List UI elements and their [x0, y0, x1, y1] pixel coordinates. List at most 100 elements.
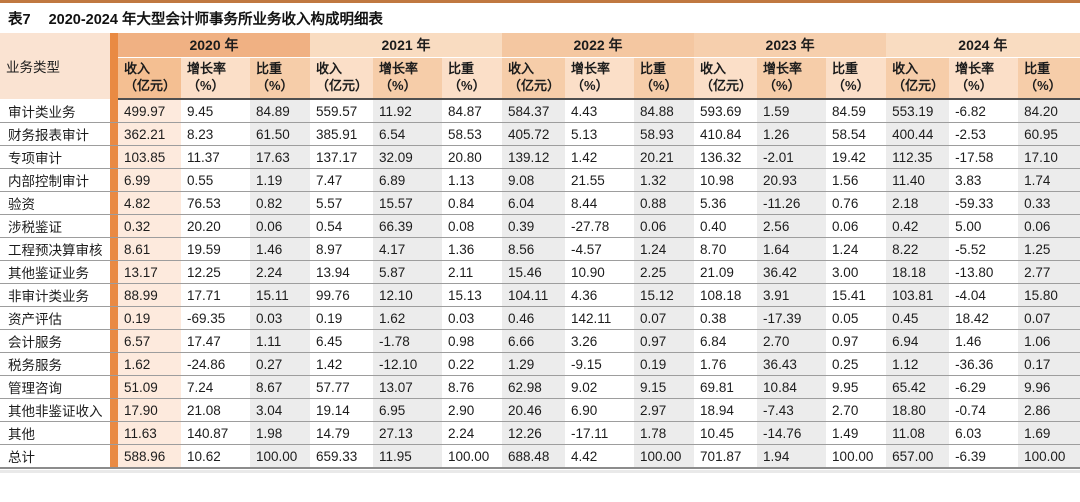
- value-cell: 17.90: [118, 398, 181, 422]
- subheader-share-2020: 比重 （%）: [250, 57, 311, 100]
- value-cell: 362.21: [118, 122, 181, 146]
- value-cell: 1.25: [1018, 237, 1080, 261]
- subheader-growth-rate-2023: 增长率 （%）: [757, 57, 827, 100]
- value-cell: 69.81: [694, 375, 758, 399]
- value-cell: 0.19: [310, 306, 374, 330]
- orange-divider-bar: [110, 398, 118, 422]
- value-cell: 0.06: [826, 214, 887, 238]
- value-cell: 2.56: [757, 214, 827, 238]
- value-cell: 2.11: [442, 260, 503, 284]
- value-cell: 61.50: [250, 122, 311, 146]
- orange-divider-bar: [110, 306, 118, 330]
- value-cell: 57.77: [310, 375, 374, 399]
- value-cell: 0.19: [118, 306, 181, 330]
- year-header-2024: 2024 年: [886, 33, 1080, 58]
- value-cell: 9.95: [826, 375, 887, 399]
- value-cell: 1.49: [826, 421, 887, 445]
- value-cell: 11.95: [373, 444, 443, 468]
- value-cell: 76.53: [181, 191, 250, 215]
- subheader-share-2023: 比重 （%）: [826, 57, 887, 100]
- subheader-share-2024: 比重 （%）: [1018, 57, 1080, 100]
- value-cell: 6.04: [502, 191, 566, 215]
- value-cell: 6.03: [949, 421, 1019, 445]
- value-cell: 4.82: [118, 191, 181, 215]
- subheader-share-2021: 比重 （%）: [442, 57, 503, 100]
- subheader-revenue-2024: 收入 （亿元）: [886, 57, 950, 100]
- value-cell: 100.00: [250, 444, 311, 468]
- value-cell: 593.69: [694, 99, 758, 123]
- value-cell: 100.00: [826, 444, 887, 468]
- value-cell: -7.43: [757, 398, 827, 422]
- value-cell: 559.57: [310, 99, 374, 123]
- table-row: 管理咨询 51.09 7.24 8.67 57.77 13.07 8.76 62.98 9.02…: [0, 375, 1080, 399]
- year-header-2022: 2022 年: [502, 33, 695, 58]
- value-cell: 6.45: [310, 329, 374, 353]
- value-cell: 4.17: [373, 237, 443, 261]
- value-cell: 0.07: [634, 306, 695, 330]
- value-cell: 17.71: [181, 283, 250, 307]
- year-header-2020: 2020 年: [118, 33, 311, 58]
- value-cell: 5.00: [949, 214, 1019, 238]
- value-cell: 20.21: [634, 145, 695, 169]
- year-header-row: 业务类型 2020 年 2021 年 2022 年 2023 年 2024 年: [0, 33, 1080, 99]
- value-cell: 6.84: [694, 329, 758, 353]
- value-cell: 9.15: [634, 375, 695, 399]
- value-cell: 112.35: [886, 145, 950, 169]
- value-cell: 62.98: [502, 375, 566, 399]
- table-bottom-shadow: [0, 470, 1080, 473]
- value-cell: 2.86: [1018, 398, 1080, 422]
- value-cell: -6.82: [949, 99, 1019, 123]
- table-number: 表7: [8, 12, 31, 28]
- value-cell: 3.04: [250, 398, 311, 422]
- value-cell: 1.46: [949, 329, 1019, 353]
- value-cell: 8.22: [886, 237, 950, 261]
- value-cell: 51.09: [118, 375, 181, 399]
- table-row: 工程预决算审核 8.61 19.59 1.46 8.97 4.17 1.36 8.56 -4.5…: [0, 237, 1080, 261]
- value-cell: 410.84: [694, 122, 758, 146]
- value-cell: 553.19: [886, 99, 950, 123]
- value-cell: 3.00: [826, 260, 887, 284]
- value-cell: -6.29: [949, 375, 1019, 399]
- value-cell: 17.10: [1018, 145, 1080, 169]
- value-cell: 1.76: [694, 352, 758, 376]
- value-cell: 18.80: [886, 398, 950, 422]
- value-cell: 1.36: [442, 237, 503, 261]
- value-cell: 405.72: [502, 122, 566, 146]
- value-cell: 1.56: [826, 168, 887, 192]
- value-cell: 4.36: [565, 283, 635, 307]
- value-cell: 104.11: [502, 283, 566, 307]
- value-cell: 13.94: [310, 260, 374, 284]
- value-cell: 6.66: [502, 329, 566, 353]
- value-cell: 0.84: [442, 191, 503, 215]
- value-cell: 15.46: [502, 260, 566, 284]
- value-cell: 3.83: [949, 168, 1019, 192]
- value-cell: 13.17: [118, 260, 181, 284]
- value-cell: -6.39: [949, 444, 1019, 468]
- table-row: 验资 4.82 76.53 0.82 5.57 15.57 0.84 6.04 8.44 0.88…: [0, 191, 1080, 215]
- row-label: 验资: [0, 191, 110, 215]
- value-cell: 20.80: [442, 145, 503, 169]
- value-cell: -11.26: [757, 191, 827, 215]
- value-cell: 100.00: [1018, 444, 1080, 468]
- value-cell: 66.39: [373, 214, 443, 238]
- row-label: 总计: [0, 444, 110, 468]
- value-cell: 1.74: [1018, 168, 1080, 192]
- value-cell: -0.74: [949, 398, 1019, 422]
- value-cell: 11.92: [373, 99, 443, 123]
- value-cell: 0.06: [634, 214, 695, 238]
- value-cell: 0.76: [826, 191, 887, 215]
- subheader-revenue-2022: 收入 （亿元）: [502, 57, 566, 100]
- orange-divider-bar: [110, 375, 118, 399]
- value-cell: 1.98: [250, 421, 311, 445]
- page-title: 2020-2024 年大型会计师事务所业务收入构成明细表: [48, 12, 383, 28]
- table-row: 会计服务 6.57 17.47 1.11 6.45 -1.78 0.98 6.66 3.26 0.…: [0, 329, 1080, 353]
- value-cell: 2.90: [442, 398, 503, 422]
- row-label: 税务服务: [0, 352, 110, 376]
- value-cell: 21.08: [181, 398, 250, 422]
- row-label: 资产评估: [0, 306, 110, 330]
- value-cell: 0.40: [694, 214, 758, 238]
- value-cell: 1.24: [826, 237, 887, 261]
- value-cell: 0.07: [1018, 306, 1080, 330]
- value-cell: -69.35: [181, 306, 250, 330]
- value-cell: 1.32: [634, 168, 695, 192]
